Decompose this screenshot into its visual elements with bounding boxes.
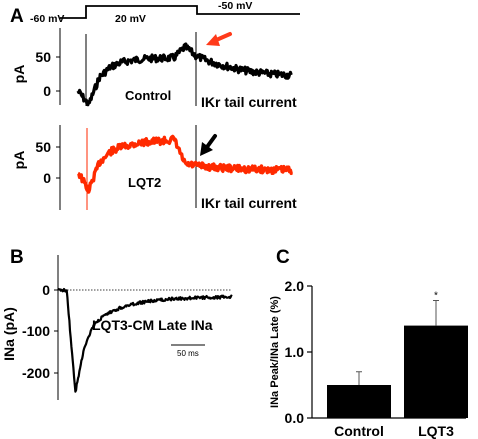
control-trace-label: Control: [125, 88, 171, 103]
b-scale-label: 50 ms: [177, 349, 199, 358]
c-tick-label-2: 2.0: [285, 278, 305, 294]
protocol-step-label: 20 mV: [115, 13, 146, 25]
control-y-label: pA: [11, 65, 27, 84]
voltage-protocol: -60 mV 20 mV -50 mV: [30, 0, 300, 25]
c-x-label-control: Control: [334, 423, 384, 439]
protocol-trace: [60, 5, 300, 19]
error-bar-control: [356, 371, 362, 385]
bar-lqt3: [404, 325, 468, 418]
bar-control: [327, 385, 391, 418]
c-tick-label-0: 0.0: [285, 410, 305, 426]
control-tick-label-0: 0: [43, 83, 51, 99]
protocol-tail-label: -50 mV: [218, 0, 252, 12]
c-y-label: INa Peak/INa Late (%): [269, 296, 281, 408]
panel-b-letter: B: [10, 247, 24, 268]
control-tick-label-50: 50: [35, 49, 51, 65]
black-arrow-icon: [200, 134, 217, 156]
control-current-trace: [76, 42, 293, 107]
b-current-trace: [57, 287, 233, 393]
lqt2-tail-annotation: IKr tail current: [201, 195, 297, 211]
lqt2-tick-label-0: 0: [43, 170, 51, 186]
b-trace-label: LQT3-CM Late INa: [92, 317, 213, 333]
c-x-label-lqt3: LQT3: [418, 423, 454, 439]
b-tick-label-0: 0: [42, 282, 50, 298]
protocol-hold-label: -60 mV: [30, 13, 64, 25]
c-bars: *: [327, 291, 468, 418]
panel-c-letter: C: [276, 247, 290, 268]
panel-c-plot: 0.0 1.0 2.0 INa Peak/INa Late (%) * Cont…: [269, 278, 468, 439]
b-tick-label-200: -200: [22, 365, 50, 381]
red-arrow-icon: [206, 32, 232, 46]
lqt2-current-trace: [77, 134, 294, 194]
panel-b-plot: 0 -100 -200 INa (pA) LQT3-CM Late INa 50…: [1, 255, 233, 400]
control-plot: 50 0 pA Control IKr tail current: [11, 28, 297, 110]
lqt2-tick-label-50: 50: [35, 139, 51, 155]
lqt2-trace-label: LQT2: [128, 175, 161, 190]
c-tick-label-1: 1.0: [285, 344, 305, 360]
lqt2-plot: 50 0 pA LQT2 IKr tail current: [11, 125, 297, 211]
control-tail-annotation: IKr tail current: [201, 94, 297, 110]
b-y-label: INa (pA): [1, 307, 17, 361]
error-bar-lqt3: [433, 300, 439, 326]
b-tick-label-100: -100: [22, 323, 50, 339]
lqt2-y-label: pA: [11, 151, 27, 170]
significance-marker: *: [434, 291, 438, 302]
panel-a-letter: A: [10, 6, 24, 27]
